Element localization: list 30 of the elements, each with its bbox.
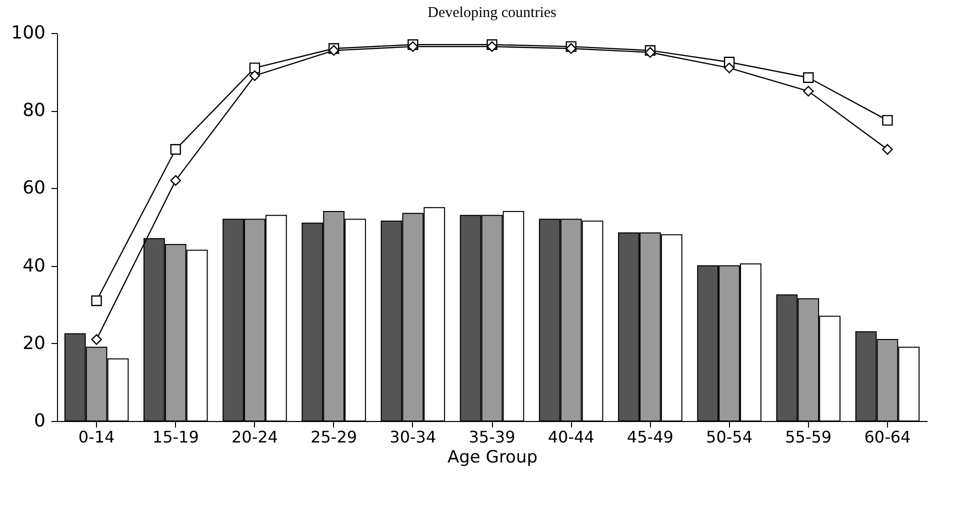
x-axis-title: Age Group — [447, 448, 538, 468]
y-tick-label: 20 — [22, 332, 46, 354]
x-tick-label: 20-24 — [231, 428, 278, 446]
point — [170, 144, 181, 155]
point — [803, 72, 814, 83]
chart-title: Developing countries — [428, 5, 557, 21]
x-tick-label: 50-54 — [706, 428, 753, 446]
point — [882, 144, 893, 155]
point — [803, 86, 814, 97]
y-tick-label: 80 — [22, 100, 46, 122]
x-tick-label: 35-39 — [468, 428, 516, 446]
point — [882, 114, 893, 126]
point — [249, 62, 260, 74]
x-tick-label: 25-29 — [310, 428, 358, 446]
point — [91, 334, 102, 345]
point — [724, 62, 735, 74]
y-tick-label: 100 — [11, 22, 46, 44]
x-tick-label: 60-64 — [864, 428, 911, 446]
x-tick-label: 15-19 — [152, 428, 199, 446]
y-tick-label: 60 — [22, 178, 46, 199]
y-tick-label: 0 — [34, 410, 46, 432]
y-tick-label: 40 — [22, 255, 46, 276]
x-tick-label: 30-34 — [390, 428, 436, 446]
x-tick-label: 45-49 — [626, 428, 674, 446]
point — [249, 70, 260, 82]
x-tick-label: 40-44 — [548, 428, 594, 446]
point — [91, 295, 102, 306]
x-tick-label: 55-59 — [785, 428, 832, 446]
x-tick-label: 0-14 — [78, 428, 115, 446]
point — [170, 175, 181, 186]
